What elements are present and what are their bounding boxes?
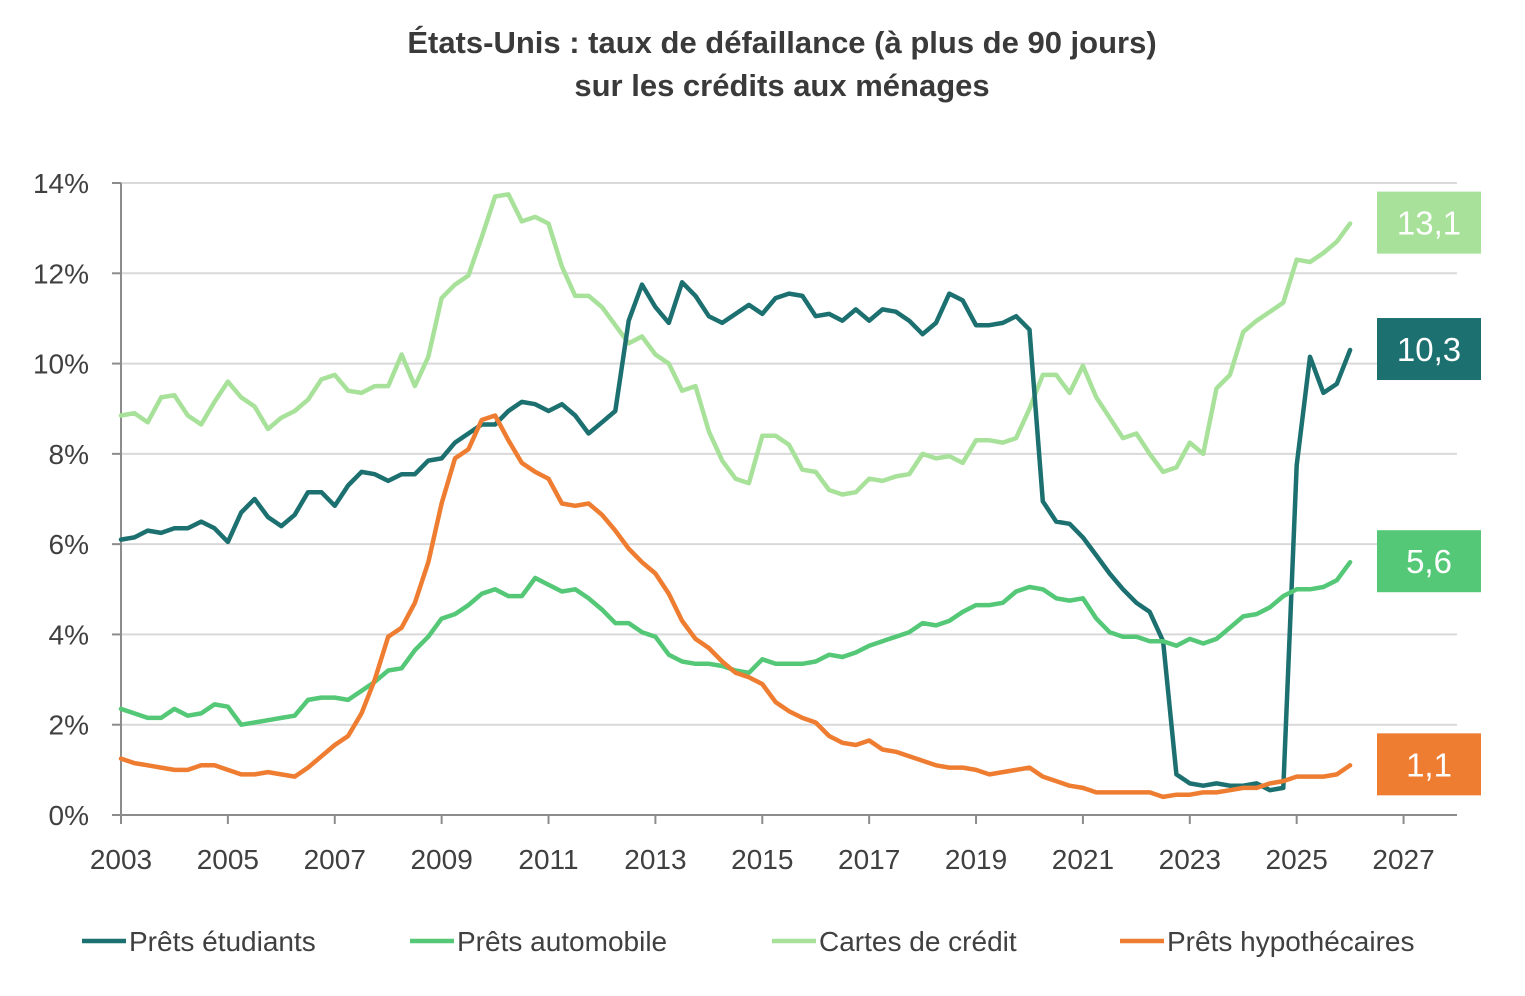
end-label-value-cartes-de-credit: 13,1	[1397, 205, 1461, 242]
x-tick-label: 2027	[1372, 844, 1434, 875]
x-tick-label: 2013	[624, 844, 686, 875]
end-label-value-prets-etudiants: 10,3	[1397, 331, 1461, 368]
series-line-cartes-de-credit	[118, 192, 1353, 497]
y-tick-label: 0%	[49, 800, 89, 831]
y-tick-label: 4%	[49, 619, 89, 650]
legend-label-prets-etudiants: Prêts étudiants	[129, 926, 316, 957]
x-tick-label: 2003	[90, 844, 152, 875]
series-line-prets-etudiants	[118, 280, 1353, 793]
y-tick-label: 10%	[33, 349, 89, 380]
x-tick-label: 2021	[1052, 844, 1114, 875]
end-label-box-cartes-de-credit	[1377, 191, 1481, 254]
end-value-labels: 13,1 10,3 5,6 1,1	[1377, 191, 1481, 796]
legend-label-prets-hypothecaires: Prêts hypothécaires	[1167, 926, 1414, 957]
y-tick-label: 8%	[49, 439, 89, 470]
gridlines	[121, 182, 1457, 726]
series-line-prets-hypothecaires	[118, 413, 1353, 800]
x-tick-label: 2005	[197, 844, 259, 875]
y-tick-label: 14%	[33, 168, 89, 199]
series-line-prets-automobile	[118, 559, 1353, 727]
end-label-box-prets-etudiants	[1377, 318, 1481, 381]
chart-title-line2: sur les crédits aux ménages	[574, 68, 989, 103]
legend-label-prets-automobile: Prêts automobile	[457, 926, 667, 957]
y-tick-label: 12%	[33, 258, 89, 289]
x-axis: 2003 2005 2007 2009 2011 2013 2015 2017 2019 2021…	[90, 814, 1457, 875]
legend-label-cartes-de-credit: Cartes de crédit	[819, 926, 1017, 957]
x-tick-label: 2025	[1266, 844, 1328, 875]
y-axis-ticks: 0% 2% 4% 6% 8% 10% 12% 14%	[33, 168, 122, 831]
x-tick-label: 2007	[304, 844, 366, 875]
x-tick-label: 2023	[1159, 844, 1221, 875]
x-tick-label: 2015	[731, 844, 793, 875]
y-tick-label: 6%	[49, 529, 89, 560]
end-label-box-prets-hypothecaires	[1377, 733, 1481, 796]
x-tick-label: 2017	[838, 844, 900, 875]
legend: Prêts étudiants Prêts automobile Cartes de…	[82, 926, 1414, 957]
end-label-value-prets-automobile: 5,6	[1406, 543, 1452, 580]
y-tick-label: 2%	[49, 710, 89, 741]
chart-title-line1: États-Unis : taux de défaillance (à plus…	[407, 25, 1156, 60]
end-label-box-prets-automobile	[1377, 530, 1481, 593]
end-label-value-prets-hypothecaires: 1,1	[1406, 746, 1452, 783]
x-tick-label: 2009	[410, 844, 472, 875]
x-tick-label: 2011	[518, 844, 578, 875]
x-tick-label: 2019	[945, 844, 1007, 875]
series-lines	[118, 192, 1353, 800]
